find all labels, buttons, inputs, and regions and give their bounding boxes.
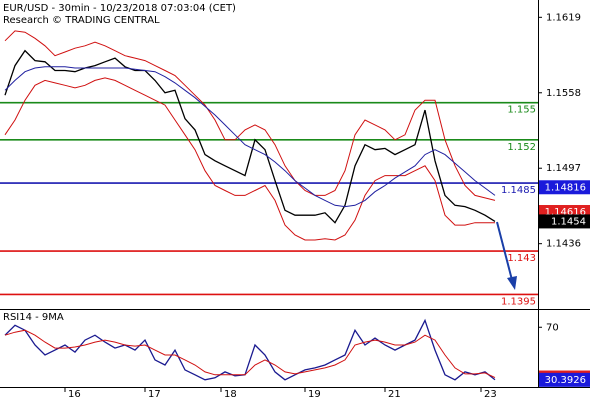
x-tick-label: 19 <box>308 389 321 400</box>
value-box-label: 1.14816 <box>545 182 586 193</box>
forecast-arrow-head <box>507 276 517 290</box>
series-line <box>4 77 495 241</box>
series-line <box>4 329 496 379</box>
y-tick-label: 70 <box>546 322 559 333</box>
rsi-title: RSI14 - 9MA <box>3 312 64 323</box>
value-box-label: 1.14616 <box>545 207 586 218</box>
level-label: 1.143 <box>507 253 536 264</box>
chart-subtitle: Research © TRADING CENTRAL <box>3 15 160 26</box>
value-box <box>539 372 590 387</box>
x-tick-label: 17 <box>148 389 161 400</box>
y-tick-label: 1.1497 <box>546 163 581 174</box>
level-label: 1.1395 <box>501 296 536 307</box>
title-box <box>1 1 237 27</box>
forecast-arrow <box>496 221 513 281</box>
level-label: 1.152 <box>507 142 536 153</box>
value-box-label: 30.3926 <box>545 375 586 386</box>
series-line <box>4 66 496 208</box>
chart-title: EUR/USD - 30min - 10/23/2018 07:03:04 (C… <box>3 3 236 14</box>
x-tick-label: 21 <box>388 389 401 400</box>
value-box-label: 1.1454 <box>551 216 586 227</box>
plot-area: 1.1619 1.1558 1.1497 1.1436 16 17 18 19 21 23 1.15… <box>0 12 590 400</box>
value-box <box>539 180 590 195</box>
x-tick-label: 16 <box>68 389 81 400</box>
y-tick-label: 1.1558 <box>546 88 581 99</box>
x-tick-label: 23 <box>484 389 497 400</box>
y-tick-label: 1.1436 <box>546 239 581 250</box>
series-line <box>4 318 496 381</box>
x-tick-label: 18 <box>224 389 237 400</box>
series-line <box>4 30 496 201</box>
value-box <box>539 214 590 229</box>
level-label: 1.1485 <box>501 185 536 196</box>
y-tick-label: 1.1619 <box>546 12 581 23</box>
level-label: 1.155 <box>507 105 536 116</box>
